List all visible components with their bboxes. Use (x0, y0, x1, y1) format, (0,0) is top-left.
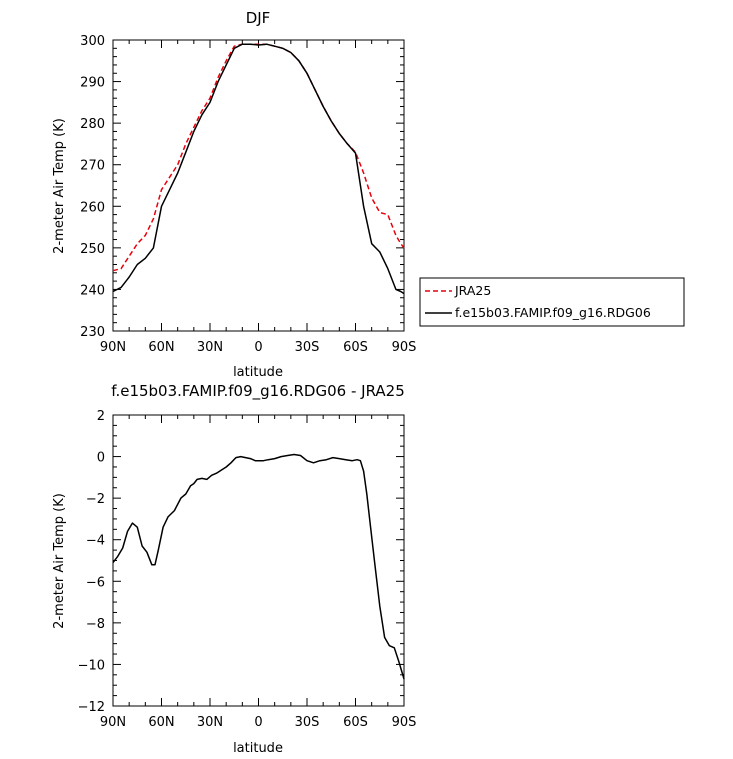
top-panel: DJF 90N 60N 30N 0 30S 60S 90S 2302402502602702… (52, 9, 416, 380)
y-tick-label: −6 (86, 575, 105, 590)
bottom-x-tick-labels: 90N 60N 30N 0 30S 60S 90S (100, 715, 417, 730)
x-tick-label: 0 (254, 715, 262, 730)
top-y-tick-labels: 230 240 250 260 270 280 290 300 (80, 34, 105, 340)
y-tick-label: 2 (97, 409, 105, 424)
x-tick-label: 60S (343, 715, 368, 730)
bottom-panel: f.e15b03.FAMIP.f09_g16.RDG06 - JRA25 90N… (52, 382, 416, 756)
y-tick-label: 0 (97, 451, 105, 466)
top-x-tick-labels: 90N 60N 30N 0 30S 60S 90S (100, 340, 417, 355)
legend-box (419, 277, 685, 327)
y-tick-label: −12 (78, 700, 105, 715)
y-tick-label: −2 (86, 492, 105, 507)
y-tick-label: −10 (78, 658, 105, 673)
top-series (112, 43, 405, 295)
x-tick-label: 60N (148, 340, 174, 355)
bottom-y-tick-labels: −12 −10 −8 −6 −4 −2 0 2 (78, 409, 105, 715)
legend-label-model: f.e15b03.FAMIP.f09_g16.RDG06 (455, 305, 651, 320)
top-title: DJF (246, 9, 271, 27)
x-tick-label: 90S (392, 340, 417, 355)
bottom-y-axis-label: 2-meter Air Temp (K) (52, 493, 67, 629)
x-tick-label: 90N (100, 340, 126, 355)
y-tick-label: 290 (80, 76, 105, 91)
bottom-series (112, 453, 405, 680)
x-tick-label: 30S (295, 340, 320, 355)
y-tick-label: −8 (86, 617, 105, 632)
top-y-axis-label: 2-meter Air Temp (K) (52, 118, 67, 254)
series-line-0 (112, 453, 405, 680)
x-tick-label: 60S (343, 340, 368, 355)
x-tick-label: 60N (148, 715, 174, 730)
series-line-1 (112, 43, 405, 295)
y-tick-label: 250 (80, 242, 105, 257)
y-tick-label: 300 (80, 34, 105, 49)
top-ticks (112, 39, 405, 332)
bottom-x-axis-label: latitude (233, 741, 283, 756)
x-tick-label: 90N (100, 715, 126, 730)
x-tick-label: 0 (254, 340, 262, 355)
y-tick-label: 280 (80, 117, 105, 132)
x-tick-label: 30N (197, 715, 223, 730)
legend: JRA25 f.e15b03.FAMIP.f09_g16.RDG06 (419, 277, 685, 327)
y-tick-label: 270 (80, 159, 105, 174)
x-tick-label: 30S (295, 715, 320, 730)
top-x-axis-label: latitude (233, 365, 283, 380)
y-tick-label: 240 (80, 283, 105, 298)
y-tick-label: −4 (86, 534, 105, 549)
y-tick-label: 230 (80, 325, 105, 340)
bottom-title: f.e15b03.FAMIP.f09_g16.RDG06 - JRA25 (111, 382, 404, 401)
x-tick-label: 30N (197, 340, 223, 355)
x-tick-label: 90S (392, 715, 417, 730)
y-tick-label: 260 (80, 200, 105, 215)
legend-label-jra25: JRA25 (454, 283, 491, 298)
series-line-0 (112, 43, 405, 272)
